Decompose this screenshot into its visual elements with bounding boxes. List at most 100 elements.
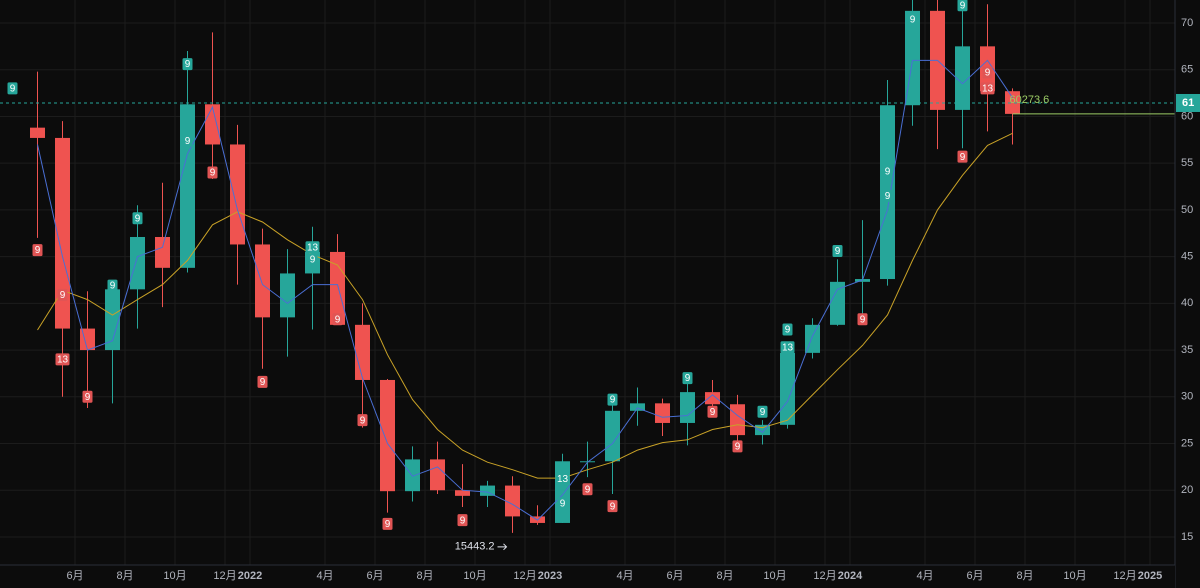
candle-body	[480, 485, 495, 496]
td-marker	[882, 165, 893, 178]
td-marker	[757, 405, 768, 418]
td-marker	[832, 245, 843, 258]
td-marker	[707, 405, 718, 418]
td-marker-label: 9	[60, 290, 66, 301]
td-marker	[307, 253, 318, 266]
td-marker-label: 9	[610, 501, 616, 512]
moving-average	[37, 59, 1013, 521]
td-marker	[882, 189, 893, 202]
td-marker-label: 9	[110, 281, 116, 292]
y-tick-label: 65	[1181, 64, 1193, 76]
td-marker-label: 9	[210, 168, 216, 179]
y-tick-label: 55	[1181, 157, 1193, 169]
td-marker	[305, 241, 320, 254]
candle-body	[680, 392, 695, 423]
y-tick-label: 20	[1181, 484, 1193, 496]
td-marker	[107, 279, 118, 292]
td-marker	[555, 473, 570, 486]
td-marker-label: 13	[982, 84, 994, 95]
x-tick-label: 2022	[238, 570, 262, 582]
td-marker	[582, 483, 593, 496]
candle-body	[605, 410, 620, 462]
td-marker-label: 9	[610, 395, 616, 406]
x-tick-label: 2024	[838, 570, 863, 582]
x-tick-label: 8月	[116, 570, 133, 582]
plot: 60273.6 15443.2 9 9 9 9 9 13 9 9 13 9 9 9 9 13 9 9 9 9 9 9 9 13…	[0, 0, 1175, 553]
candle-body	[705, 392, 720, 405]
y-tick-label: 60	[1181, 110, 1193, 122]
x-tick-label: 4月	[916, 570, 933, 582]
candle-body	[1005, 91, 1020, 114]
td-marker-label: 9	[960, 152, 966, 163]
td-marker-label: 9	[560, 498, 566, 509]
td-marker	[857, 313, 868, 326]
x-tick-label: 4月	[316, 570, 333, 582]
td-marker-label: 9	[710, 407, 716, 418]
td-marker-label: 13	[57, 355, 69, 366]
td-marker-label: 13	[782, 342, 794, 353]
td-marker	[182, 58, 193, 71]
td-marker-label: 13	[557, 474, 569, 485]
candle-body	[730, 404, 745, 436]
td-marker-label: 9	[860, 314, 866, 325]
y-tick-label: 50	[1181, 204, 1193, 216]
td-marker-label: 9	[385, 519, 391, 530]
x-tick-label: 6月	[66, 570, 83, 582]
x-tick-label: 12月	[213, 570, 236, 582]
candle-body	[230, 144, 245, 245]
y-tick-label: 70	[1181, 17, 1193, 29]
x-tick-label: 10月	[1063, 570, 1086, 582]
candle-body	[180, 104, 195, 268]
td-marker	[182, 134, 193, 147]
td-marker	[382, 517, 393, 530]
td-marker	[907, 13, 918, 26]
candle-body	[555, 461, 570, 523]
td-marker	[557, 497, 568, 510]
candle-body	[430, 459, 445, 491]
candle-body	[830, 281, 845, 325]
td-marker-label: 9	[760, 407, 766, 418]
td-marker	[132, 212, 143, 225]
td-marker	[607, 500, 618, 513]
td-marker-label: 9	[960, 0, 966, 11]
td-marker-label: 9	[785, 325, 791, 336]
td-marker	[682, 372, 693, 385]
td-marker-label: 9	[985, 68, 991, 79]
td-marker	[357, 414, 368, 427]
td-marker-label: 9	[685, 373, 691, 384]
candle-body	[105, 289, 120, 351]
td-marker	[980, 82, 995, 95]
x-tick-label: 8月	[1016, 570, 1033, 582]
time-axis-panel	[0, 565, 1175, 588]
td-marker	[55, 353, 70, 366]
low-label: 15443.2	[455, 541, 495, 553]
candle-body	[155, 236, 170, 268]
td-marker	[782, 323, 793, 336]
td-marker-label: 9	[885, 191, 891, 202]
td-marker	[7, 82, 18, 95]
x-tick-label: 6月	[966, 570, 983, 582]
td-marker-label: 9	[910, 14, 916, 25]
td-marker	[257, 375, 268, 388]
x-tick-label: 8月	[716, 570, 733, 582]
y-tick-label: 45	[1181, 251, 1193, 263]
x-tick-label: 10月	[163, 570, 186, 582]
candle-body	[255, 244, 270, 318]
td-marker-label: 9	[735, 441, 741, 452]
grid	[0, 0, 1175, 565]
price-line-tag	[1176, 93, 1200, 112]
y-tick-label: 15	[1181, 531, 1193, 543]
price-line-label: 61	[1182, 97, 1194, 109]
candle-body	[455, 490, 470, 496]
candle-body	[630, 403, 645, 411]
y-tick-label: 25	[1181, 437, 1193, 449]
candle-body	[405, 459, 420, 492]
candle-body	[30, 127, 45, 138]
td-marker-label: 9	[10, 84, 16, 95]
last-price-label: 60273.6	[1010, 94, 1050, 106]
x-tick-label: 12月	[813, 570, 836, 582]
td-marker-label: 9	[85, 392, 91, 403]
x-tick-label: 4月	[616, 570, 633, 582]
td-marker-label: 9	[885, 167, 891, 178]
